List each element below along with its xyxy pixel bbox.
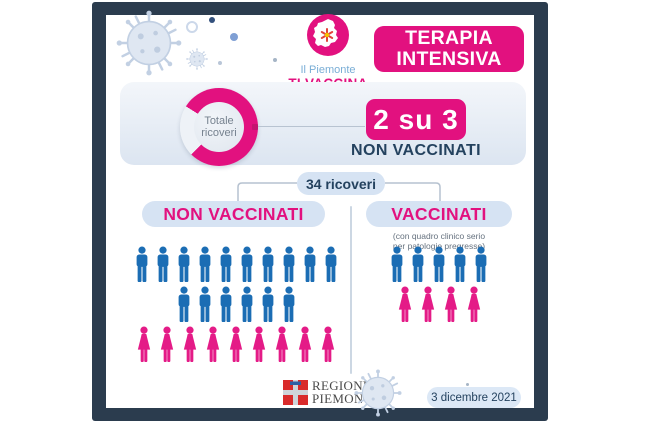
- male-person-icon: [471, 246, 491, 283]
- piemonte-map-icon: [307, 14, 349, 56]
- male-person-icon: [153, 246, 173, 283]
- female-person-icon: [417, 286, 439, 323]
- deco-dot: [273, 58, 277, 62]
- male-person-icon: [132, 246, 152, 283]
- donut-center-label: Totale ricoveri: [194, 102, 244, 152]
- pictograph-row: [132, 246, 341, 283]
- male-person-icon: [408, 246, 428, 283]
- vaccinati-pictograph: [362, 246, 516, 323]
- brand-line1: Il Piemonte: [300, 64, 356, 76]
- male-person-icon: [258, 246, 278, 283]
- bracket-connector: [237, 182, 441, 204]
- pictograph-row: [387, 246, 491, 283]
- pictograph-row: [394, 286, 485, 323]
- banner-line1: TERAPIA: [405, 27, 493, 49]
- connector-line: [258, 126, 365, 127]
- deco-dot: [466, 383, 469, 386]
- male-person-icon: [237, 286, 257, 323]
- male-person-icon: [429, 246, 449, 283]
- ratio-badge: 2 su 3: [366, 99, 466, 140]
- ratio-caption: NON VACCINATI: [351, 142, 481, 159]
- total-ricoveri-pill: 34 ricoveri: [297, 172, 385, 195]
- total-ricoveri-donut-chart: Totale ricoveri: [180, 88, 258, 166]
- non-vaccinati-pictograph: [120, 246, 352, 363]
- male-person-icon: [216, 246, 236, 283]
- male-person-icon: [195, 286, 215, 323]
- male-person-icon: [258, 286, 278, 323]
- male-person-icon: [174, 286, 194, 323]
- female-person-icon: [179, 326, 201, 363]
- female-person-icon: [317, 326, 339, 363]
- male-person-icon: [216, 286, 236, 323]
- female-person-icon: [156, 326, 178, 363]
- female-person-icon: [133, 326, 155, 363]
- pictograph-row: [133, 326, 339, 363]
- title-banner: TERAPIA INTENSIVA: [374, 26, 524, 72]
- female-person-icon: [440, 286, 462, 323]
- female-person-icon: [248, 326, 270, 363]
- male-person-icon: [450, 246, 470, 283]
- vaccinati-subtitle: (con quadro clinico serio per patologie …: [392, 231, 486, 251]
- male-person-icon: [279, 246, 299, 283]
- column-divider: [350, 206, 352, 374]
- female-person-icon: [225, 326, 247, 363]
- campaign-logo: Il Piemonte TI VACCINA: [281, 13, 375, 91]
- male-person-icon: [174, 246, 194, 283]
- non-vaccinati-header: NON VACCINATI: [142, 201, 325, 227]
- date-badge: 3 dicembre 2021: [427, 387, 521, 408]
- pictograph-row: [174, 286, 299, 323]
- male-person-icon: [195, 246, 215, 283]
- banner-line2: INTENSIVA: [396, 48, 502, 70]
- virus-decoration-bottom-icon: [354, 369, 402, 417]
- virus-decoration-icon: [116, 10, 238, 76]
- female-person-icon: [294, 326, 316, 363]
- male-person-icon: [279, 286, 299, 323]
- regione-piemonte-emblem-icon: [283, 380, 308, 405]
- male-person-icon: [321, 246, 341, 283]
- female-person-icon: [271, 326, 293, 363]
- connector-dot: [252, 124, 258, 130]
- male-person-icon: [300, 246, 320, 283]
- female-person-icon: [202, 326, 224, 363]
- male-person-icon: [387, 246, 407, 283]
- female-person-icon: [394, 286, 416, 323]
- male-person-icon: [237, 246, 257, 283]
- female-person-icon: [463, 286, 485, 323]
- vaccinati-header: VACCINATI: [366, 201, 512, 227]
